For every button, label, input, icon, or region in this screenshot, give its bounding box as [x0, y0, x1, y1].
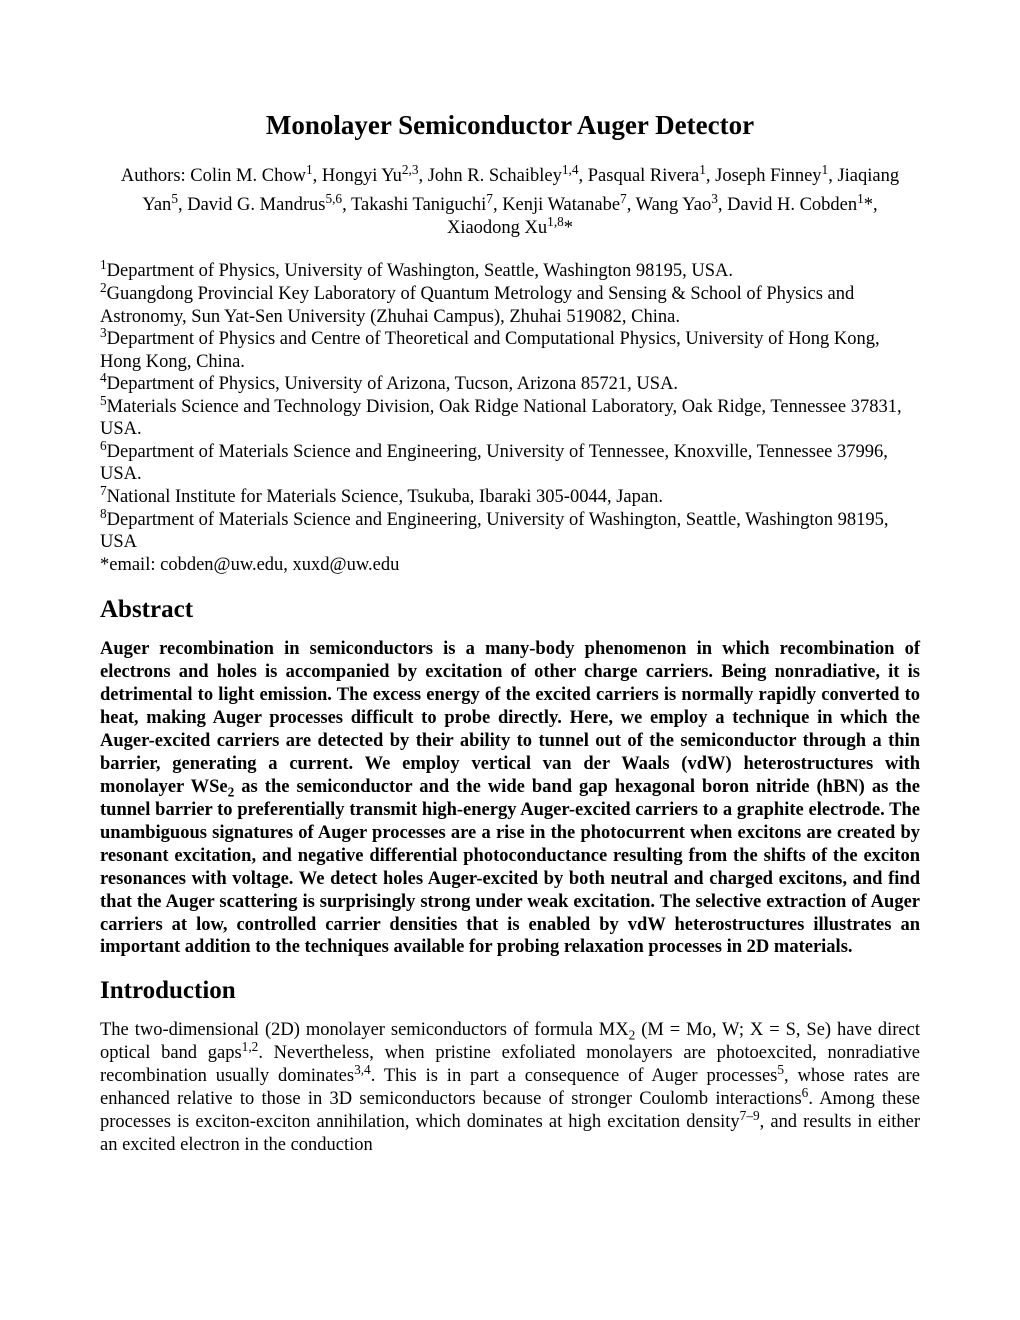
aff-sup: 7 [100, 483, 107, 498]
affiliations: 1Department of Physics, University of Wa… [100, 260, 920, 576]
aff-text: Department of Physics, University of Ari… [107, 374, 678, 394]
author-text: , Pasqual Rivera [579, 166, 700, 186]
abstract-text: Auger recombination in semiconductors is… [100, 639, 920, 797]
aff-text: Department of Materials Science and Engi… [100, 510, 889, 553]
aff-text: Materials Science and Technology Divisio… [100, 397, 902, 440]
author-text: Authors: Colin M. Chow [121, 166, 306, 186]
abstract-heading: Abstract [100, 596, 920, 624]
author-text: , John R. Schaibley [418, 166, 561, 186]
author-sup: 7 [620, 191, 627, 206]
intro-text: . This is in part a consequence of Auger… [371, 1066, 778, 1086]
author-sup: 1 [857, 191, 864, 206]
aff-sup: 5 [100, 393, 107, 408]
author-text: Yan [142, 195, 171, 215]
aff-text: Department of Materials Science and Engi… [100, 442, 888, 485]
aff-sup: 8 [100, 505, 107, 520]
aff-text: National Institute for Materials Science… [107, 487, 663, 507]
aff-sup: 4 [100, 370, 107, 385]
author-sup: 3 [711, 191, 718, 206]
affiliation: 2Guangdong Provincial Key Laboratory of … [100, 283, 920, 328]
author-sup: 1,8 [547, 214, 564, 229]
authors-line-1: Authors: Colin M. Chow1, Hongyi Yu2,3, J… [100, 165, 920, 188]
abstract-body: Auger recombination in semiconductors is… [100, 638, 920, 959]
authors-line-3: Xiaodong Xu1,8* [100, 217, 920, 240]
abstract-text: as the semiconductor and the wide band g… [100, 777, 920, 958]
author-text: *, [864, 195, 878, 215]
author-text: , David G. Mandrus [178, 195, 325, 215]
affiliation: 4Department of Physics, University of Ar… [100, 373, 920, 396]
page: Monolayer Semiconductor Auger Detector A… [0, 0, 1020, 1217]
corresponding-email: *email: cobden@uw.edu, xuxd@uw.edu [100, 554, 920, 577]
author-text: * [564, 218, 573, 238]
aff-text: Department of Physics, University of Was… [107, 261, 733, 281]
aff-sup: 1 [100, 257, 107, 272]
author-text: , David H. Cobden [718, 195, 857, 215]
author-sup: 1 [306, 162, 313, 177]
introduction-heading: Introduction [100, 977, 920, 1005]
paper-title: Monolayer Semiconductor Auger Detector [100, 110, 920, 141]
aff-sup: 2 [100, 280, 107, 295]
affiliation: 7National Institute for Materials Scienc… [100, 486, 920, 509]
author-sup: 2,3 [402, 162, 419, 177]
author-sup: 5 [171, 191, 178, 206]
affiliation: 6Department of Materials Science and Eng… [100, 441, 920, 486]
author-sup: 1,4 [562, 162, 579, 177]
intro-sup: 1,2 [242, 1039, 259, 1054]
author-text: Xiaodong Xu [447, 218, 547, 238]
author-text: , Jiaqiang [828, 166, 899, 186]
author-sup: 5,6 [325, 191, 342, 206]
affiliation: 5Materials Science and Technology Divisi… [100, 396, 920, 441]
aff-sup: 6 [100, 438, 107, 453]
aff-sup: 3 [100, 325, 107, 340]
author-sup: 1 [699, 162, 706, 177]
introduction-body: The two-dimensional (2D) monolayer semic… [100, 1019, 920, 1157]
authors-line-2: Yan5, David G. Mandrus5,6, Takashi Tanig… [100, 194, 920, 217]
aff-text: Guangdong Provincial Key Laboratory of Q… [100, 284, 854, 327]
author-text: , Takashi Taniguchi [342, 195, 486, 215]
author-text: , Wang Yao [627, 195, 712, 215]
author-text: , Joseph Finney [706, 166, 822, 186]
author-sup: 7 [486, 191, 493, 206]
aff-text: Department of Physics and Centre of Theo… [100, 329, 880, 372]
intro-sup: 7–9 [740, 1108, 760, 1123]
affiliation: 1Department of Physics, University of Wa… [100, 260, 920, 283]
intro-sup: 3,4 [354, 1062, 371, 1077]
author-text: , Hongyi Yu [313, 166, 402, 186]
author-text: , Kenji Watanabe [493, 195, 620, 215]
affiliation: 8Department of Materials Science and Eng… [100, 509, 920, 554]
affiliation: 3Department of Physics and Centre of The… [100, 328, 920, 373]
intro-text: The two-dimensional (2D) monolayer semic… [100, 1020, 629, 1040]
